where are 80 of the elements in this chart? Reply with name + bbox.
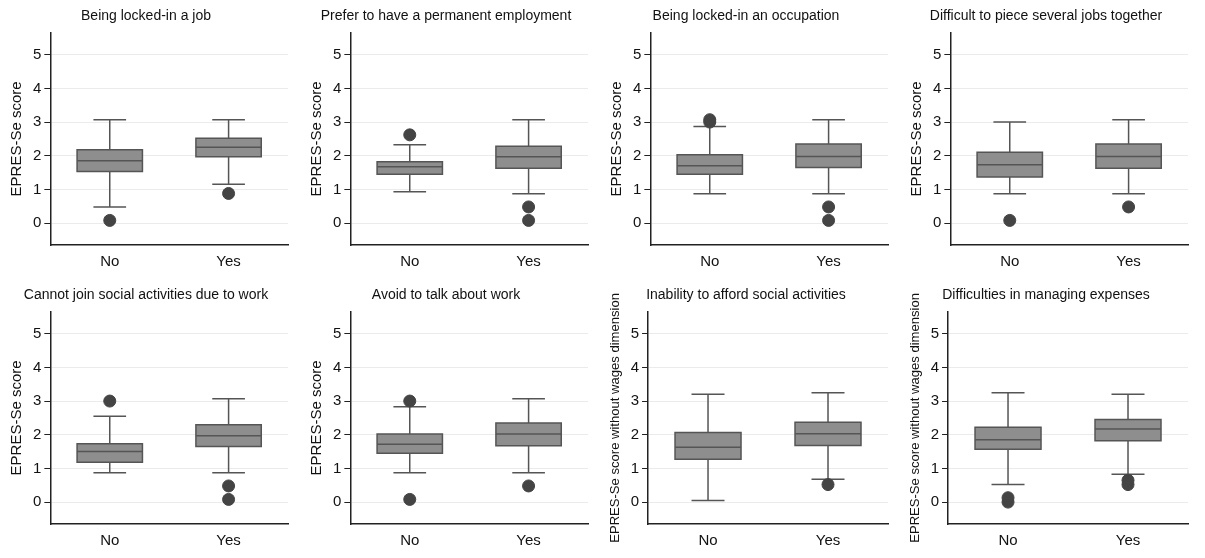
chart-title: Difficult to piece several jobs together: [929, 7, 1163, 24]
y-tick-label: 1: [630, 458, 640, 476]
y-tick-label: 5: [33, 44, 42, 62]
y-axis-title: EPRES-Se score without wages dimension: [907, 293, 923, 543]
x-tick-label: Yes: [816, 252, 841, 270]
y-tick-label: 1: [33, 179, 42, 197]
y-tick-label: 1: [333, 179, 342, 197]
x-tick-label: Yes: [216, 252, 241, 270]
y-tick-label: 4: [630, 357, 640, 375]
y-tick-label: 3: [33, 391, 42, 409]
x-tick-label: No: [700, 252, 720, 270]
y-tick-label: 4: [333, 357, 342, 375]
y-tick-label: 1: [633, 179, 642, 197]
y-tick-label: 4: [930, 357, 940, 375]
chart-title: Being locked-in a job: [81, 7, 212, 24]
y-tick-label: 4: [33, 357, 42, 375]
chart-title: Inability to afford social activities: [646, 286, 846, 303]
y-tick-label: 4: [633, 78, 642, 96]
y-tick-label: 2: [933, 145, 942, 163]
y-tick-label: 2: [930, 424, 940, 442]
y-tick-label: 5: [930, 323, 940, 341]
y-tick-label: 5: [333, 323, 342, 341]
y-tick-label: 2: [333, 145, 342, 163]
x-tick-label: Yes: [216, 531, 241, 549]
y-tick-label: 2: [333, 424, 342, 442]
y-axis-title: EPRES-Se score: [607, 81, 625, 197]
chart-title: Avoid to talk about work: [371, 286, 522, 303]
y-tick-label: 1: [930, 458, 940, 476]
y-tick-label: 1: [33, 458, 42, 476]
y-tick-label: 4: [33, 78, 42, 96]
y-tick-label: 4: [933, 78, 942, 96]
x-tick-label: No: [100, 252, 120, 270]
x-tick-label: Yes: [516, 531, 541, 549]
y-tick-label: 2: [633, 145, 642, 163]
y-tick-label: 5: [33, 323, 42, 341]
y-tick-label: 0: [333, 213, 342, 231]
y-tick-label: 0: [930, 492, 940, 510]
y-tick-label: 1: [933, 179, 942, 197]
y-axis-title: EPRES-Se score: [7, 81, 25, 197]
y-tick-label: 1: [333, 458, 342, 476]
x-tick-label: Yes: [1115, 531, 1141, 549]
y-axis-title: EPRES-Se score: [307, 81, 325, 197]
y-tick-label: 0: [633, 213, 642, 231]
y-tick-label: 5: [630, 323, 640, 341]
y-tick-label: 2: [33, 145, 42, 163]
y-axis-title: EPRES-Se score: [7, 360, 25, 476]
y-tick-label: 2: [630, 424, 640, 442]
y-tick-label: 5: [933, 44, 942, 62]
y-tick-label: 5: [333, 44, 342, 62]
x-tick-label: No: [1000, 252, 1020, 270]
y-tick-label: 3: [630, 391, 640, 409]
y-tick-label: 3: [633, 112, 642, 130]
x-tick-label: No: [400, 531, 420, 549]
y-tick-label: 0: [333, 492, 342, 510]
x-tick-label: No: [998, 531, 1018, 549]
x-tick-label: Yes: [516, 252, 541, 270]
y-tick-label: 0: [33, 492, 42, 510]
x-tick-label: Yes: [1116, 252, 1141, 270]
y-tick-label: 4: [333, 78, 342, 96]
y-tick-label: 3: [33, 112, 42, 130]
y-tick-label: 3: [333, 391, 342, 409]
y-axis-title: EPRES-Se score without wages dimension: [607, 293, 623, 543]
chart-title: Difficulties in managing expenses: [942, 286, 1150, 303]
y-tick-label: 0: [933, 213, 942, 231]
y-tick-label: 0: [630, 492, 640, 510]
chart-title: Prefer to have a permanent employment: [320, 7, 572, 24]
y-tick-label: 3: [333, 112, 342, 130]
y-tick-label: 3: [933, 112, 942, 130]
x-tick-label: No: [698, 531, 718, 549]
x-tick-label: No: [100, 531, 120, 549]
y-tick-label: 5: [633, 44, 642, 62]
y-tick-label: 3: [930, 391, 940, 409]
y-tick-label: 2: [33, 424, 42, 442]
y-tick-label: 0: [33, 213, 42, 231]
chart-title: Being locked-in an occupation: [652, 7, 840, 24]
y-axis-title: EPRES-Se score: [307, 360, 325, 476]
x-tick-label: No: [400, 252, 420, 270]
y-axis-title: EPRES-Se score: [907, 81, 925, 197]
x-tick-label: Yes: [815, 531, 841, 549]
chart-title: Cannot join social activities due to work: [23, 286, 270, 303]
